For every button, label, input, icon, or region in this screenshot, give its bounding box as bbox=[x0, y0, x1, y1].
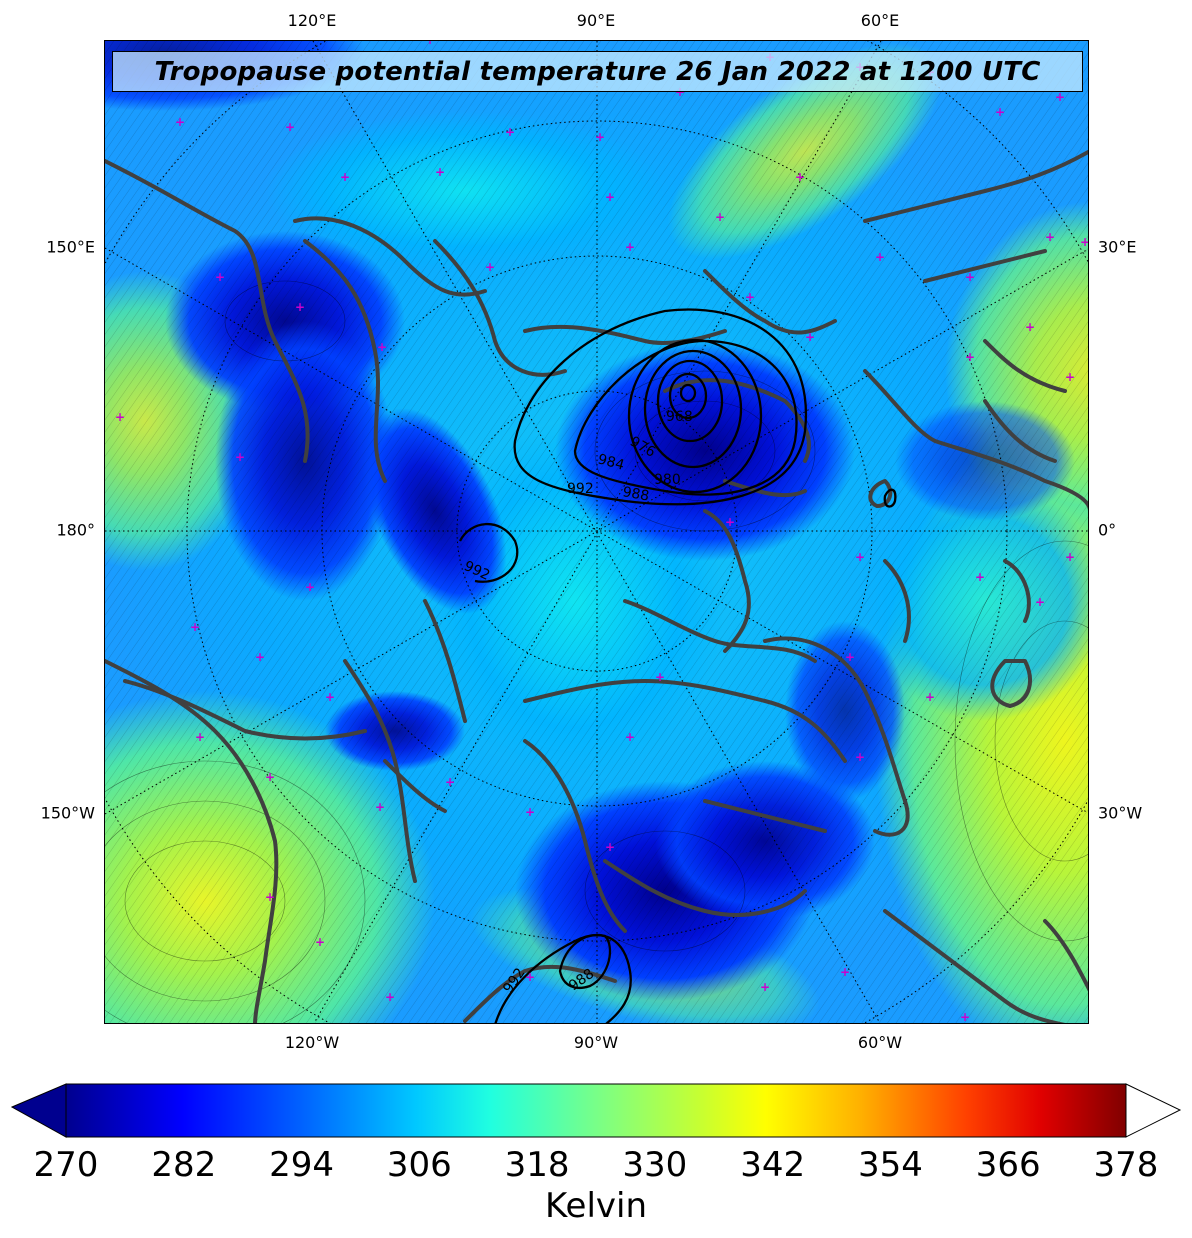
svg-text:+: + bbox=[855, 750, 865, 764]
coastlines bbox=[105, 149, 1088, 1023]
svg-text:+: + bbox=[595, 130, 605, 144]
svg-text:+: + bbox=[235, 450, 245, 464]
isobar-label: 988 bbox=[621, 484, 650, 504]
svg-text:+: + bbox=[525, 805, 535, 819]
svg-text:+: + bbox=[325, 690, 335, 704]
map-title-box: Tropopause potential temperature 26 Jan … bbox=[112, 51, 1083, 92]
svg-text:+: + bbox=[377, 340, 387, 354]
svg-text:+: + bbox=[840, 965, 850, 979]
svg-text:+: + bbox=[505, 125, 515, 139]
graticule bbox=[105, 41, 1088, 1023]
svg-text:+: + bbox=[195, 730, 205, 744]
svg-text:+: + bbox=[485, 260, 495, 274]
colorbar-tick-label: 330 bbox=[622, 1145, 688, 1185]
colorbar-tick-label: 354 bbox=[857, 1145, 923, 1185]
svg-text:+: + bbox=[655, 670, 665, 684]
svg-text:+: + bbox=[1035, 595, 1045, 609]
left-label-180: 180° bbox=[56, 520, 95, 540]
isobars bbox=[458, 308, 897, 1023]
svg-text:+: + bbox=[605, 190, 615, 204]
svg-text:+: + bbox=[255, 650, 265, 664]
svg-text:+: + bbox=[605, 840, 615, 854]
colorbar-tick-label: 378 bbox=[1093, 1145, 1159, 1185]
svg-text:+: + bbox=[745, 290, 755, 304]
svg-text:+: + bbox=[795, 170, 805, 184]
observation-markers: + + + ++ + ++ + ++ + ++ + ++ + ++ + ++ + ++ + ++ + … bbox=[115, 41, 1089, 1024]
svg-text:+: + bbox=[845, 650, 855, 664]
colorbar-label: Kelvin bbox=[544, 1186, 648, 1226]
svg-text:+: + bbox=[175, 115, 185, 129]
top-lon-label-120e: 120°E bbox=[287, 11, 337, 30]
colorbar-svg bbox=[10, 1083, 1182, 1138]
svg-text:+: + bbox=[805, 330, 815, 344]
svg-text:+: + bbox=[295, 300, 305, 314]
svg-text:+: + bbox=[735, 1020, 745, 1024]
map-title: Tropopause potential temperature 26 Jan … bbox=[154, 56, 1041, 87]
colorbar-tick-label: 306 bbox=[386, 1145, 452, 1185]
svg-text:+: + bbox=[855, 550, 865, 564]
svg-text:+: + bbox=[285, 120, 295, 134]
svg-text:+: + bbox=[435, 165, 445, 179]
svg-text:+: + bbox=[925, 690, 935, 704]
svg-text:+: + bbox=[425, 41, 435, 47]
isobar-label: 984 bbox=[596, 451, 626, 473]
right-label-30w: 30°W bbox=[1098, 803, 1143, 823]
isobar-label: 992 bbox=[567, 481, 594, 497]
right-label-30e: 30°E bbox=[1098, 237, 1137, 257]
svg-text:+: + bbox=[875, 250, 885, 264]
svg-text:+: + bbox=[265, 890, 275, 904]
colorbar-tick-label: 366 bbox=[975, 1145, 1041, 1185]
svg-text:+: + bbox=[340, 170, 350, 184]
svg-text:+: + bbox=[675, 85, 685, 99]
colorbar-tick-label: 342 bbox=[740, 1145, 806, 1185]
colorbar-gradient bbox=[65, 1083, 1127, 1138]
svg-text:+: + bbox=[315, 935, 325, 949]
bottom-lon-label-120w: 120°W bbox=[284, 1033, 340, 1052]
svg-text:+: + bbox=[525, 970, 535, 984]
svg-text:+: + bbox=[1065, 370, 1075, 384]
colorbar-max-extension bbox=[1125, 1083, 1182, 1138]
bottom-lon-label-90w: 90°W bbox=[573, 1033, 619, 1052]
svg-text:+: + bbox=[1055, 90, 1065, 104]
svg-text:+: + bbox=[625, 240, 635, 254]
top-lon-label-60e: 60°E bbox=[860, 11, 900, 30]
svg-text:+: + bbox=[115, 410, 125, 424]
svg-text:+: + bbox=[625, 730, 635, 744]
svg-text:+: + bbox=[725, 515, 735, 529]
svg-text:+: + bbox=[995, 105, 1005, 119]
svg-text:+: + bbox=[385, 990, 395, 1004]
svg-text:+: + bbox=[1045, 230, 1055, 244]
colorbar bbox=[0, 1080, 1192, 1140]
left-label-150e: 150°E bbox=[46, 237, 95, 257]
svg-text:+: + bbox=[975, 570, 985, 584]
svg-text:+: + bbox=[305, 580, 315, 594]
svg-text:+: + bbox=[715, 210, 725, 224]
colorbar-tick-label: 270 bbox=[33, 1145, 99, 1185]
svg-text:+: + bbox=[760, 980, 770, 994]
svg-text:+: + bbox=[265, 770, 275, 784]
map-panel: + + + + + + + + + + + + + + + + + + + + + + + + + + + + + + … bbox=[104, 40, 1089, 1024]
colorbar-tick-label: 294 bbox=[269, 1145, 334, 1185]
isobar-label: 968 bbox=[666, 409, 693, 425]
svg-text:+: + bbox=[960, 1010, 970, 1024]
svg-text:+: + bbox=[1025, 320, 1035, 334]
top-lon-label-90e: 90°E bbox=[576, 11, 616, 30]
colorbar-min-extension bbox=[10, 1083, 67, 1138]
svg-text:+: + bbox=[375, 800, 385, 814]
svg-text:+: + bbox=[215, 270, 225, 284]
colorbar-tick-label: 282 bbox=[151, 1145, 217, 1185]
svg-text:+: + bbox=[1080, 235, 1089, 249]
svg-text:+: + bbox=[1065, 550, 1075, 564]
colorbar-tick-label: 318 bbox=[504, 1145, 570, 1185]
right-label-0: 0° bbox=[1098, 520, 1117, 540]
bottom-lon-label-60w: 60°W bbox=[857, 1033, 903, 1052]
left-label-150w: 150°W bbox=[40, 803, 95, 823]
svg-text:+: + bbox=[445, 775, 455, 789]
svg-text:+: + bbox=[190, 620, 200, 634]
svg-text:+: + bbox=[965, 350, 975, 364]
map-canvas: + + + ++ + ++ + ++ + ++ + ++ + ++ + ++ + ++ + ++ + … bbox=[105, 41, 1089, 1024]
isobar-label: 980 bbox=[654, 472, 681, 488]
svg-text:+: + bbox=[965, 270, 975, 284]
